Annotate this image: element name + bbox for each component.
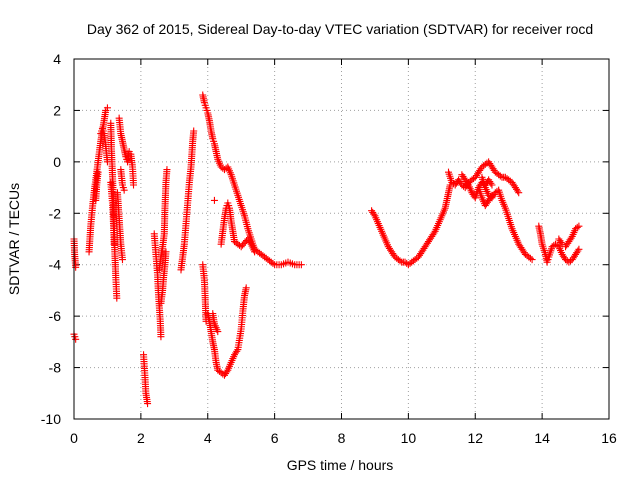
data-point (72, 335, 80, 343)
x-tick-label: 16 (601, 430, 617, 446)
data-point (110, 240, 118, 248)
data-point (269, 259, 277, 267)
y-tick-label: -10 (41, 411, 61, 427)
data-point (103, 104, 111, 112)
x-tick-label: 12 (467, 430, 483, 446)
data-point (514, 187, 522, 195)
data-point (242, 284, 250, 292)
x-tick-label: 10 (401, 430, 417, 446)
data-point (72, 263, 80, 271)
data-point (487, 179, 495, 187)
data-point (575, 245, 583, 253)
data-point (130, 181, 138, 189)
data-point (496, 172, 504, 180)
data-point (162, 248, 170, 256)
data-point (163, 166, 171, 174)
x-tick-label: 6 (271, 430, 279, 446)
y-tick-label: 0 (53, 154, 61, 170)
y-tick-label: -6 (49, 308, 62, 324)
data-point (488, 181, 496, 189)
data-point (113, 294, 121, 302)
x-axis-label: GPS time / hours (287, 457, 394, 473)
y-tick-label: 2 (53, 102, 61, 118)
data-point (370, 210, 378, 218)
data-point (396, 257, 404, 265)
x-tick-label: 14 (534, 430, 550, 446)
data-point (487, 193, 495, 201)
chart-title: Day 362 of 2015, Sidereal Day-to-day VTE… (87, 21, 593, 37)
data-point (233, 347, 241, 355)
data-point (430, 229, 438, 237)
data-point (190, 127, 198, 135)
y-axis-label: SDTVAR / TECUs (6, 183, 22, 295)
data-point (515, 189, 523, 197)
data-point (157, 333, 165, 341)
x-tick-label: 8 (338, 430, 346, 446)
data-point (144, 400, 152, 408)
y-tick-label: -4 (49, 257, 62, 273)
x-tick-label: 0 (70, 430, 78, 446)
data-point (526, 254, 534, 262)
data-point (557, 238, 565, 246)
axis-ticks: 0 2 4 6 8 10 12 14 16 4 2 0 -2 -4 -6 -8 -10 (41, 51, 617, 446)
data-point (528, 256, 536, 264)
data-point (463, 179, 471, 187)
data-point (567, 234, 575, 242)
data-point (120, 186, 128, 194)
data-point (210, 196, 218, 204)
data-point (251, 248, 259, 256)
data-point (488, 191, 496, 199)
x-tick-label: 4 (204, 430, 212, 446)
data-point (573, 223, 581, 231)
data-point (94, 168, 102, 176)
data-point (223, 368, 231, 376)
y-tick-label: 4 (53, 51, 61, 67)
data-point (214, 328, 222, 336)
y-tick-label: -2 (49, 205, 62, 221)
data-marks (70, 91, 583, 408)
data-point (574, 247, 582, 255)
data-point (297, 261, 305, 269)
y-tick-label: -8 (49, 360, 62, 376)
data-point (118, 256, 126, 264)
data-point (246, 238, 254, 246)
plot-frame (73, 58, 610, 420)
x-tick-label: 2 (137, 430, 145, 446)
data-point (575, 222, 583, 230)
